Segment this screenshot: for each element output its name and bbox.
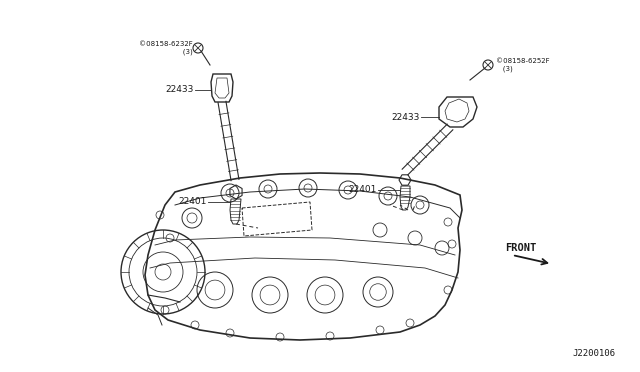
Text: ©08158-6232F
   (3): ©08158-6232F (3) — [140, 41, 193, 55]
Text: 22401: 22401 — [179, 198, 207, 206]
Text: ©08158-6252F
   (3): ©08158-6252F (3) — [496, 58, 550, 72]
Text: FRONT: FRONT — [505, 243, 536, 253]
Text: J2200106: J2200106 — [572, 349, 615, 358]
Text: 22433: 22433 — [166, 86, 194, 94]
Text: 22401: 22401 — [349, 186, 377, 195]
Text: 22433: 22433 — [392, 112, 420, 122]
